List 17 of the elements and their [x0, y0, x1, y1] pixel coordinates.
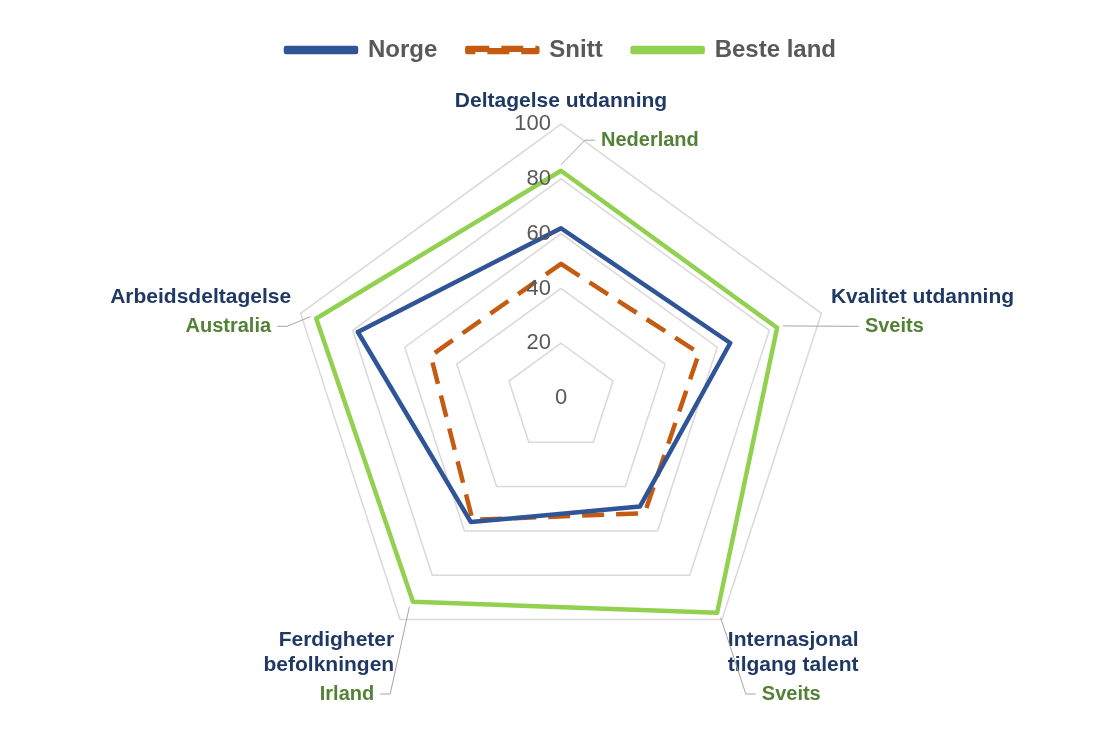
- text: Australia: [185, 313, 272, 336]
- y-tick-label: 100: [514, 110, 551, 136]
- legend-label: Snitt: [549, 34, 603, 62]
- legend-label: Beste land: [714, 34, 837, 62]
- text: Sveits: [864, 313, 924, 336]
- text: Sveits: [761, 681, 821, 704]
- y-tick-label: 20: [526, 329, 551, 355]
- y-tick-label: 0: [554, 384, 568, 410]
- text: Irland: [319, 681, 375, 704]
- legend-label: Norge: [367, 34, 438, 62]
- spoke-label: Kvalitet utdanning: [830, 284, 1015, 308]
- spoke-label: Ferdigheter befolkningen: [263, 627, 395, 676]
- spoke-label: Deltagelse utdanning: [454, 88, 668, 112]
- text: Nederland: [601, 127, 699, 150]
- y-tick-label: 40: [526, 274, 551, 300]
- spoke-label: Arbeidsdeltagelse: [110, 284, 292, 308]
- spoke-label: Internasjonal tilgang talent: [727, 627, 859, 676]
